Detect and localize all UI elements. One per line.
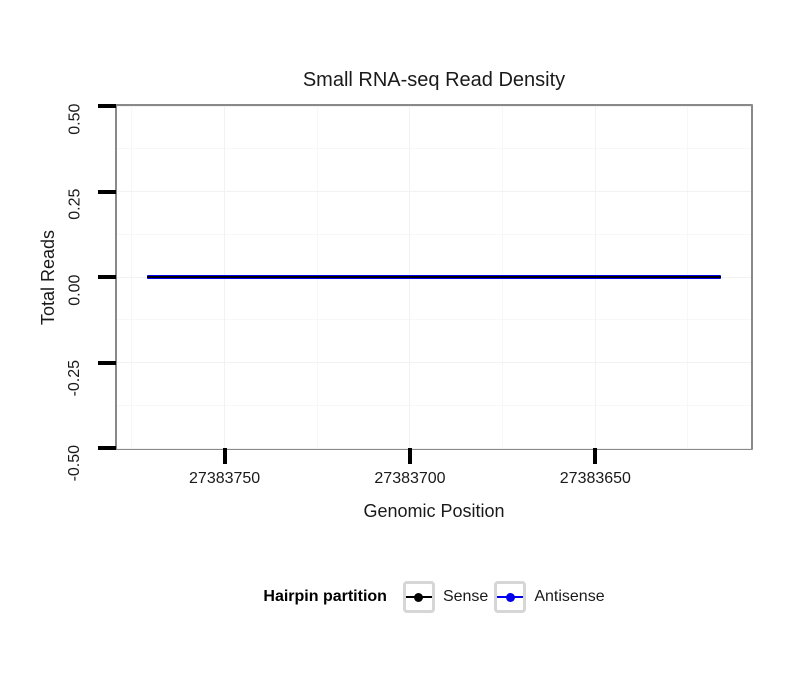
y-tick-label: -0.50 bbox=[66, 444, 84, 482]
legend-point-glyph bbox=[505, 592, 515, 602]
legend: Hairpin partition Sense Antisense bbox=[117, 579, 751, 615]
y-minor-gridline bbox=[117, 404, 751, 406]
legend-key-icon bbox=[494, 581, 527, 613]
y-minor-gridline bbox=[117, 319, 751, 321]
y-axis-tick bbox=[98, 104, 116, 108]
legend-entry-sense: Sense bbox=[402, 581, 489, 613]
y-major-gridline bbox=[117, 191, 751, 192]
legend-key-icon bbox=[402, 581, 435, 613]
chart-title: Small RNA-seq Read Density bbox=[302, 69, 566, 91]
y-axis-title: Total Reads bbox=[37, 229, 58, 325]
y-major-gridline bbox=[117, 362, 751, 363]
y-major-gridline bbox=[117, 447, 751, 449]
x-axis-tick bbox=[222, 448, 227, 464]
y-tick-label: 0.00 bbox=[65, 274, 83, 306]
y-minor-gridline bbox=[117, 233, 751, 235]
x-tick-label: 27383700 bbox=[374, 470, 446, 487]
y-tick-label: 0.50 bbox=[65, 103, 83, 135]
x-tick-label: 27383750 bbox=[189, 470, 261, 487]
y-axis-tick bbox=[98, 189, 116, 194]
y-axis-tick bbox=[98, 446, 116, 450]
y-axis-tick bbox=[98, 275, 116, 279]
legend-point-glyph bbox=[414, 592, 424, 602]
legend-title: Hairpin partition bbox=[263, 588, 387, 605]
legend-entry-antisense: Antisense bbox=[494, 581, 605, 613]
x-tick-label: 27383650 bbox=[559, 470, 631, 487]
legend-label: Antisense bbox=[534, 588, 605, 605]
x-axis-title: Genomic Position bbox=[363, 501, 505, 521]
x-axis-tick bbox=[407, 448, 412, 464]
y-major-gridline bbox=[117, 105, 751, 107]
y-tick-label: -0.25 bbox=[66, 359, 84, 396]
y-axis-tick bbox=[98, 360, 116, 365]
x-axis-tick bbox=[593, 448, 598, 464]
y-tick-label: 0.25 bbox=[65, 188, 83, 220]
legend-label: Sense bbox=[442, 588, 489, 605]
legend-entries: Sense Antisense bbox=[402, 581, 605, 613]
y-minor-gridline bbox=[117, 148, 751, 150]
series-line-sense bbox=[146, 276, 722, 278]
